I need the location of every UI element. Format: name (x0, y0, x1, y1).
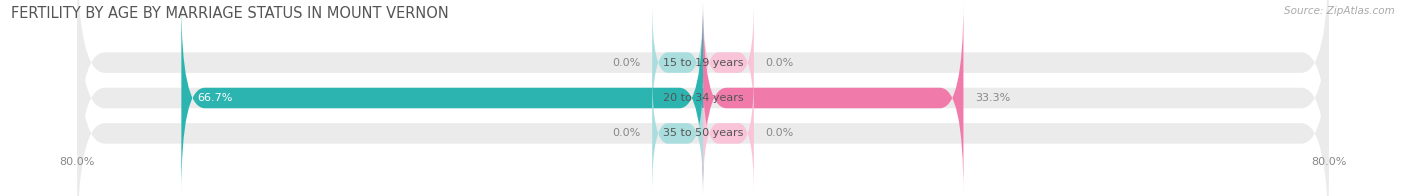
Text: 0.0%: 0.0% (765, 58, 794, 68)
Text: Source: ZipAtlas.com: Source: ZipAtlas.com (1284, 6, 1395, 16)
Text: 66.7%: 66.7% (197, 93, 232, 103)
Text: 33.3%: 33.3% (976, 93, 1011, 103)
FancyBboxPatch shape (703, 2, 754, 123)
FancyBboxPatch shape (181, 2, 703, 194)
Text: FERTILITY BY AGE BY MARRIAGE STATUS IN MOUNT VERNON: FERTILITY BY AGE BY MARRIAGE STATUS IN M… (11, 6, 449, 21)
Text: 0.0%: 0.0% (612, 128, 641, 138)
Text: 35 to 50 years: 35 to 50 years (662, 128, 744, 138)
FancyBboxPatch shape (77, 0, 1329, 176)
Text: 0.0%: 0.0% (765, 128, 794, 138)
Text: 15 to 19 years: 15 to 19 years (662, 58, 744, 68)
FancyBboxPatch shape (703, 2, 963, 194)
FancyBboxPatch shape (652, 2, 703, 123)
Text: 20 to 34 years: 20 to 34 years (662, 93, 744, 103)
Text: 0.0%: 0.0% (612, 58, 641, 68)
FancyBboxPatch shape (652, 73, 703, 194)
FancyBboxPatch shape (77, 20, 1329, 196)
FancyBboxPatch shape (703, 73, 754, 194)
FancyBboxPatch shape (77, 0, 1329, 196)
